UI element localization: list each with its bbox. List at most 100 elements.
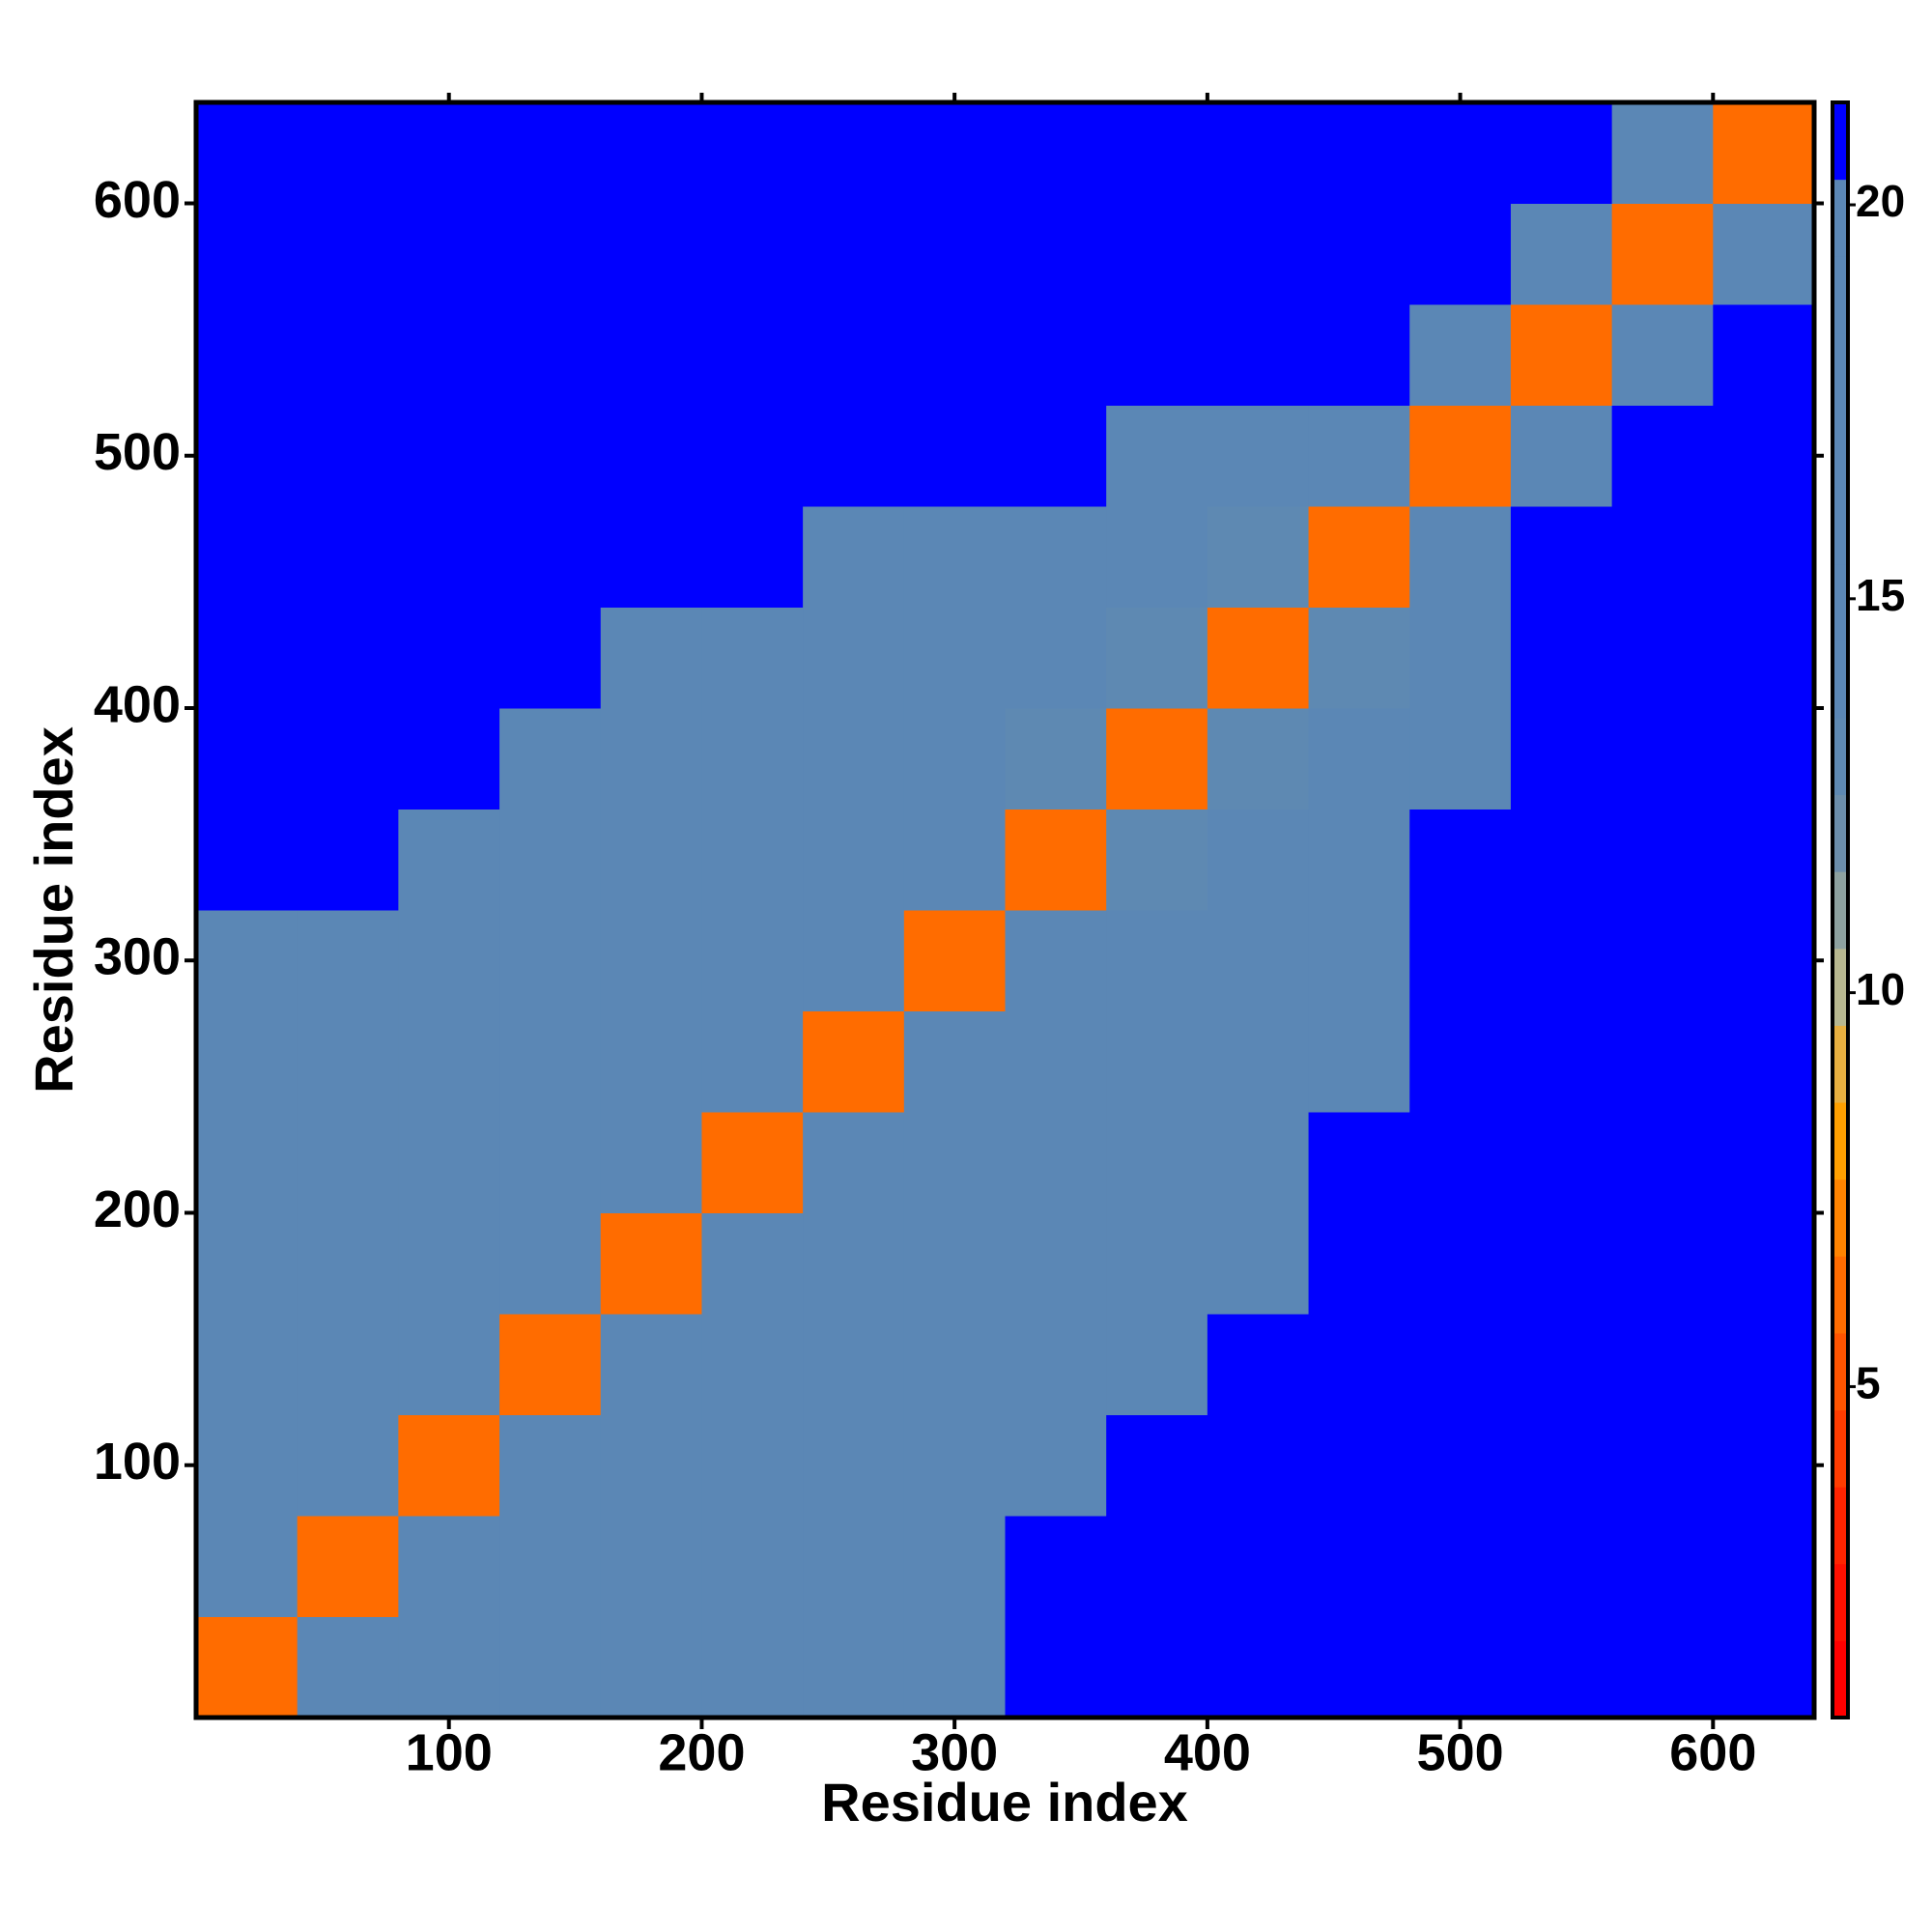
heatmap-cell	[1409, 1616, 1512, 1719]
heatmap-cell	[1106, 1010, 1208, 1113]
heatmap-cell	[1409, 1414, 1512, 1517]
colorbar-swatch	[1833, 871, 1848, 950]
heatmap-cell	[903, 809, 1006, 911]
heatmap-cell	[1207, 1314, 1310, 1415]
heatmap-cell	[600, 405, 702, 507]
heatmap-cell	[1308, 1616, 1410, 1719]
heatmap-cell	[1308, 708, 1410, 810]
heatmap-cell	[1510, 1212, 1613, 1315]
heatmap-cell	[1005, 607, 1107, 709]
heatmap-cell	[499, 506, 602, 608]
heatmap-cell	[1005, 405, 1107, 507]
heatmap-cell	[196, 1414, 298, 1517]
heatmap-cell	[1308, 910, 1410, 1011]
heatmap-cell	[1207, 1112, 1310, 1213]
heatmap-cell	[499, 405, 602, 507]
heatmap-cell	[1510, 1010, 1613, 1113]
heatmap-cell	[1409, 1212, 1512, 1315]
heatmap-cell	[1611, 1212, 1714, 1315]
heatmap-cell	[803, 102, 905, 204]
heatmap-cell	[1106, 203, 1208, 305]
heatmap-cell	[1207, 102, 1310, 204]
heatmap-cell	[1409, 405, 1512, 507]
heatmap-cell	[499, 809, 602, 911]
heatmap-cell	[1611, 203, 1714, 305]
heatmap-cell	[701, 102, 804, 204]
heatmap-cell	[1106, 809, 1208, 911]
heatmap-cell	[196, 405, 298, 507]
colorbar-swatch	[1833, 256, 1848, 334]
heatmap-cell	[297, 1414, 399, 1517]
heatmap-cell	[903, 910, 1006, 1011]
heatmap-cell	[1005, 1112, 1107, 1213]
heatmap-cell	[499, 607, 602, 709]
heatmap-cell	[1713, 203, 1815, 305]
heatmap-cell	[398, 203, 500, 305]
heatmap-cell	[196, 203, 298, 305]
colorbar-tick-label: 10	[1856, 964, 1905, 1014]
colorbar-swatch	[1833, 640, 1848, 719]
y-tick-label: 200	[94, 1180, 181, 1238]
heatmap-cell	[600, 1010, 702, 1113]
heatmap-cell	[701, 506, 804, 608]
heatmap-cell	[1611, 1616, 1714, 1719]
heatmap-cell	[1611, 708, 1714, 810]
colorbar-swatch	[1833, 1256, 1848, 1334]
heatmap-cell	[1713, 1112, 1815, 1213]
x-axis-label: Residue index	[821, 1772, 1188, 1833]
heatmap-cell	[297, 809, 399, 911]
heatmap-cell	[1308, 1112, 1410, 1213]
colorbar-swatch	[1833, 179, 1848, 257]
heatmap-cell	[1713, 1212, 1815, 1315]
heatmap-cell	[196, 304, 298, 406]
heatmap-cell	[297, 1516, 399, 1617]
heatmap-cell	[701, 1414, 804, 1517]
heatmap-cell	[1207, 203, 1310, 305]
heatmap-cell	[1510, 910, 1613, 1011]
heatmap-cell	[1308, 1212, 1410, 1315]
x-tick-label: 300	[911, 1723, 998, 1781]
heatmap-cell	[600, 1314, 702, 1415]
heatmap-cell	[398, 809, 500, 911]
heatmap-cell	[701, 1212, 804, 1315]
x-tick-label: 100	[406, 1723, 493, 1781]
heatmap-cell	[499, 708, 602, 810]
heatmap-cell	[398, 102, 500, 204]
heatmap-cell	[1308, 1010, 1410, 1113]
heatmap-cell	[701, 1314, 804, 1415]
heatmap-cell	[297, 102, 399, 204]
heatmap-cell	[297, 1112, 399, 1213]
heatmap-cell	[600, 1414, 702, 1517]
colorbar-swatch	[1833, 487, 1848, 565]
heatmap-cell	[1409, 304, 1512, 406]
heatmap-cell	[1409, 1516, 1512, 1617]
heatmap-cell	[1611, 102, 1714, 204]
x-tick-label: 500	[1417, 1723, 1504, 1781]
heatmap-cell	[1611, 506, 1714, 608]
heatmap-cell	[803, 1616, 905, 1719]
heatmap-cell	[1106, 1314, 1208, 1415]
y-tick-label: 400	[94, 675, 181, 733]
heatmap-cell	[1611, 1414, 1714, 1517]
colorbar-swatch	[1833, 410, 1848, 488]
heatmap-cell	[903, 1314, 1006, 1415]
heatmap-cell	[196, 1112, 298, 1213]
heatmap-cell	[1106, 506, 1208, 608]
colorbar-swatch	[1833, 1487, 1848, 1565]
heatmap-cell	[1308, 1314, 1410, 1415]
heatmap-cell	[903, 607, 1006, 709]
heatmap-cell	[1308, 405, 1410, 507]
heatmap-cell	[600, 708, 702, 810]
heatmap-cell	[903, 1616, 1006, 1719]
heatmap-cell	[803, 1010, 905, 1113]
heatmap-cell	[297, 607, 399, 709]
heatmap-cell	[499, 203, 602, 305]
heatmap-cell	[196, 1516, 298, 1617]
heatmap-cell	[1713, 506, 1815, 608]
heatmap-cell	[1713, 1010, 1815, 1113]
heatmap-cell	[1005, 1010, 1107, 1113]
heatmap-cell	[701, 304, 804, 406]
heatmap-cell	[499, 1112, 602, 1213]
heatmap-cell	[499, 910, 602, 1011]
heatmap-cell	[1409, 809, 1512, 911]
